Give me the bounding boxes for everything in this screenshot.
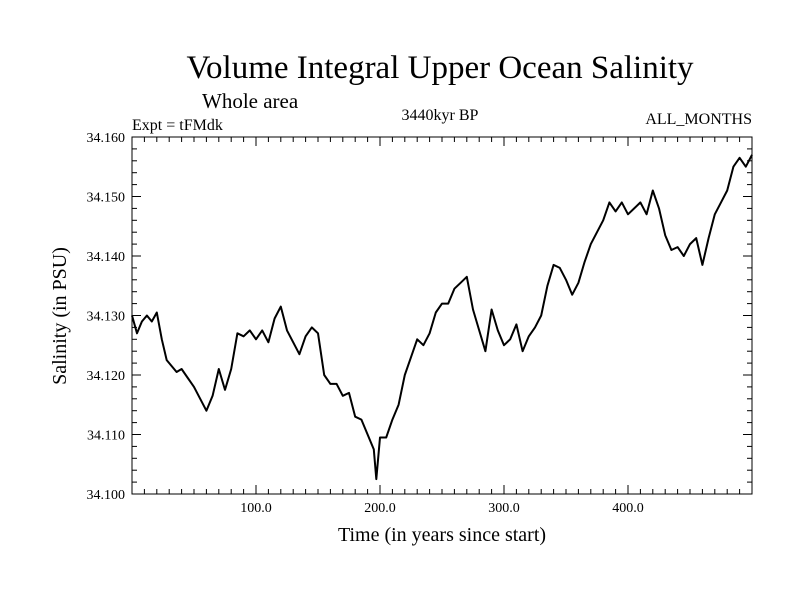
tick-labels: 100.0 200.0 300.0 400.0 34.100 34.110 34.120 34… <box>87 131 644 516</box>
y-tick-label: 34.100 <box>87 488 126 503</box>
chart-title: Volume Integral Upper Ocean Salinity <box>186 50 694 86</box>
period-label: 3440kyr BP <box>402 107 479 124</box>
x-tick-label: 100.0 <box>240 501 272 516</box>
chart-subtitle: Whole area <box>202 89 299 113</box>
experiment-label: Expt = tFMdk <box>132 117 223 134</box>
y-tick-label: 34.150 <box>87 191 126 206</box>
y-axis-label: Salinity (in PSU) <box>49 247 71 385</box>
y-tick-label: 34.110 <box>87 429 125 444</box>
salinity-series-line <box>131 154 753 481</box>
x-tick-label: 300.0 <box>488 501 520 516</box>
y-tick-label: 34.140 <box>87 250 126 265</box>
y-tick-label: 34.120 <box>87 369 126 384</box>
x-tick-label: 200.0 <box>364 501 396 516</box>
y-tick-label: 34.160 <box>87 131 126 146</box>
x-tick-label: 400.0 <box>612 501 644 516</box>
months-label: ALL_MONTHS <box>645 111 752 128</box>
ticks <box>132 137 752 494</box>
x-axis-label: Time (in years since start) <box>338 524 546 546</box>
y-tick-label: 34.130 <box>87 310 126 325</box>
plot-frame <box>131 136 753 495</box>
